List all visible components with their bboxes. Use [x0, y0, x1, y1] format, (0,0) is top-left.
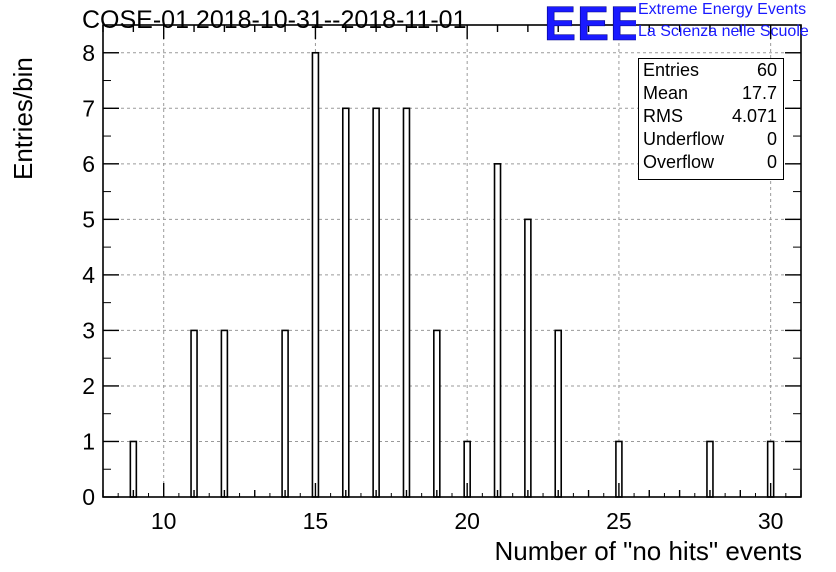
- y-tick-label: 4: [82, 262, 95, 288]
- stats-value: 0: [766, 152, 777, 172]
- y-tick-label: 6: [82, 151, 95, 177]
- stats-row-underflow: Underflow 0: [643, 129, 777, 151]
- histogram-bar: [524, 218, 532, 498]
- histogram-bar: [220, 329, 229, 498]
- stats-value: 0: [766, 129, 777, 149]
- histogram-bar: [281, 329, 289, 498]
- logo-line1: Extreme Energy Events: [638, 1, 807, 18]
- histogram-bar: [554, 329, 563, 498]
- svg-text:EEE: EEE: [544, 0, 636, 44]
- stats-row-rms: RMS 4.071: [643, 106, 777, 128]
- stats-key: Underflow: [643, 129, 725, 149]
- x-tick-label: 20: [454, 508, 480, 534]
- histogram-bar: [372, 107, 380, 498]
- y-axis-label: Entries/bin: [8, 57, 38, 180]
- y-tick-label: 7: [82, 95, 95, 121]
- histogram-bar: [402, 107, 411, 498]
- y-tick-label: 2: [82, 373, 95, 399]
- y-tick-label: 5: [82, 206, 95, 232]
- histogram-bar: [190, 329, 198, 498]
- logo-line2: La Scienza nelle Scuole: [638, 23, 809, 40]
- stats-key: Entries: [643, 60, 700, 80]
- histogram-bar: [493, 163, 502, 498]
- y-tick-label: 8: [82, 40, 95, 66]
- x-tick-label: 10: [151, 508, 177, 534]
- stats-box: Entries 60 Mean 17.7 RMS 4.071 Underflow…: [638, 58, 784, 180]
- stats-row-entries: Entries 60: [643, 60, 777, 82]
- histogram-bar: [341, 107, 350, 498]
- stats-value: 17.7: [741, 83, 777, 103]
- stats-row-mean: Mean 17.7: [643, 83, 777, 105]
- histogram-bar: [706, 440, 714, 498]
- x-tick-label: 15: [303, 508, 329, 534]
- histogram-bar: [433, 329, 441, 498]
- x-tick-label: 30: [758, 508, 784, 534]
- stats-key: RMS: [643, 106, 683, 126]
- histogram-bar: [129, 440, 138, 498]
- stats-value: 60: [756, 60, 777, 80]
- stats-key: Mean: [643, 83, 689, 103]
- y-tick-label: 3: [82, 317, 95, 343]
- stats-value: 4.071: [731, 106, 777, 126]
- histogram-bar: [311, 51, 320, 498]
- y-tick-label: 1: [82, 428, 95, 454]
- x-tick-label: 25: [606, 508, 632, 534]
- eee-logo: EEE: [544, 0, 636, 44]
- chart-title: COSE-01 2018-10-31--2018-11-01: [82, 6, 467, 34]
- stats-row-overflow: Overflow 0: [643, 152, 777, 174]
- y-tick-label: 0: [82, 484, 95, 510]
- x-axis-label: Number of "no hits" events: [494, 536, 803, 566]
- stats-key: Overflow: [643, 152, 715, 172]
